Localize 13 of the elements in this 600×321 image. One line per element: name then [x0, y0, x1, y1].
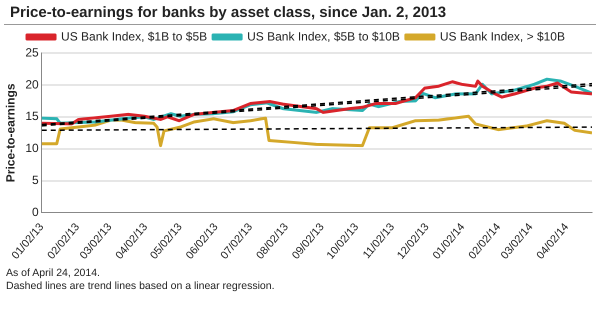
y-tick-label: 0 — [32, 205, 40, 220]
chart-title: Price-to-earnings for banks by asset class, since Jan. 2, 2013 — [4, 0, 596, 25]
legend-label: US Bank Index, $5B to $10B — [247, 29, 400, 44]
legend-label: US Bank Index, $1B to $5B — [61, 29, 208, 44]
text: As of April 24, 2014. — [6, 267, 101, 280]
legend-label: US Bank Index, > $10B — [440, 29, 565, 44]
y-tick-label: 15 — [25, 109, 40, 124]
y-tick-label: 20 — [25, 77, 40, 92]
text: Dashed lines are trend lines based on a linear regression. — [6, 280, 276, 293]
y-axis-title: Price-to-earnings — [4, 83, 18, 182]
y-tick-label: 10 — [25, 141, 40, 156]
y-tick-label: 25 — [25, 45, 40, 60]
y-tick-label: 5 — [32, 173, 40, 188]
